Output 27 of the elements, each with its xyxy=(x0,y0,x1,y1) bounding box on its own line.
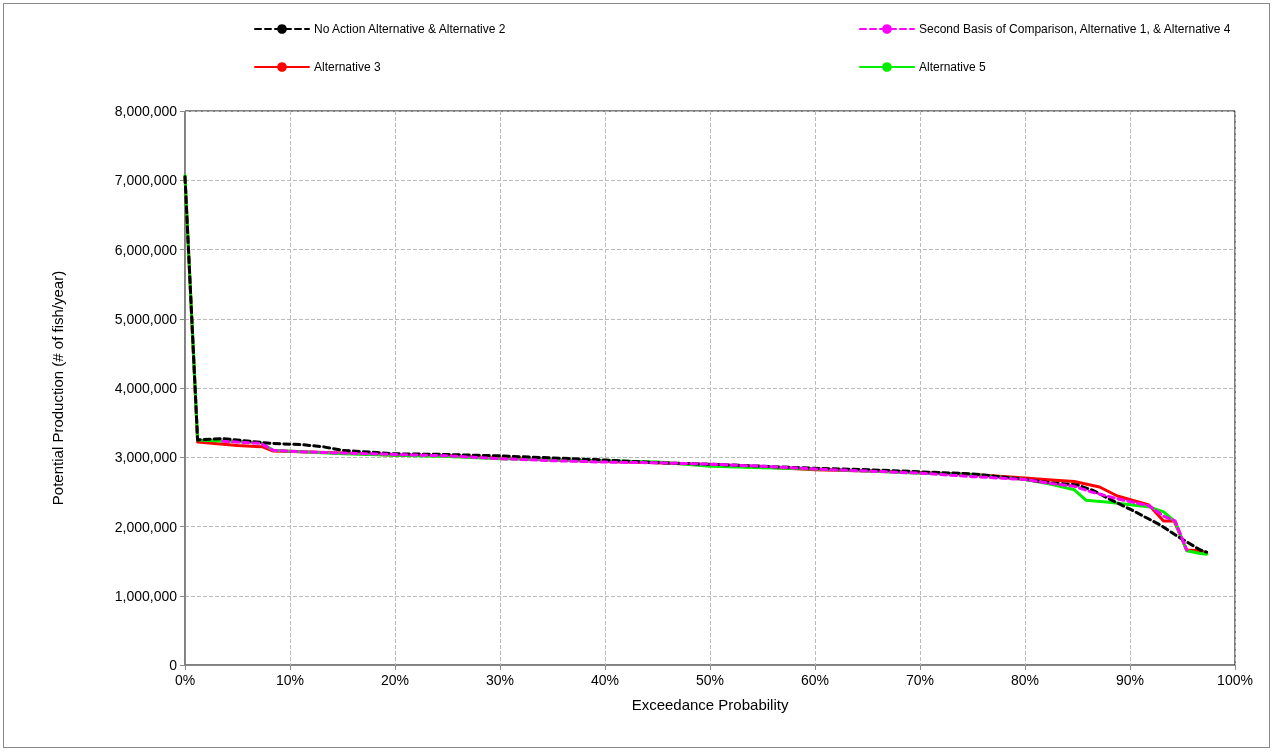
x-tick-label: 30% xyxy=(485,672,515,688)
x-tick-label: 100% xyxy=(1217,672,1253,688)
legend-label: Second Basis of Comparison, Alternative 1, & Alternative 4 xyxy=(919,22,1231,36)
x-tick-label: 40% xyxy=(590,672,620,688)
legend-label: Alternative 3 xyxy=(314,60,382,74)
x-tick-label: 0% xyxy=(174,672,196,688)
y-tick-label: 8,000,000 xyxy=(114,103,178,119)
y-tick-label: 0 xyxy=(169,657,178,673)
y-tick-label: 4,000,000 xyxy=(114,380,178,396)
x-axis-title: Exceedance Probability xyxy=(631,696,789,713)
y-tick-label: 6,000,000 xyxy=(114,241,178,258)
x-tick-label: 60% xyxy=(800,672,830,688)
y-tick-label: 2,000,000 xyxy=(114,518,178,535)
y-tick-label: 3,000,000 xyxy=(114,449,178,466)
x-tick-label: 10% xyxy=(275,672,305,688)
y-tick-label: 1,000,000 xyxy=(114,587,178,604)
line-series xyxy=(221,439,1189,552)
x-tick-label: 50% xyxy=(695,672,725,688)
x-tick-label: 90% xyxy=(1115,672,1145,688)
y-axis-title: Potential Production (# of fish/year) xyxy=(49,270,66,506)
y-tick-label: 7,000,000 xyxy=(114,172,178,189)
legend-label: Alternative 5 xyxy=(919,60,987,74)
legend-label: No Action Alternative & Alternative 2 xyxy=(314,22,506,36)
x-tick-label: 70% xyxy=(905,672,935,688)
x-tick-label: 20% xyxy=(380,672,410,688)
y-tick-label: 5,000,000 xyxy=(114,310,178,327)
x-tick-label: 80% xyxy=(1010,672,1040,688)
